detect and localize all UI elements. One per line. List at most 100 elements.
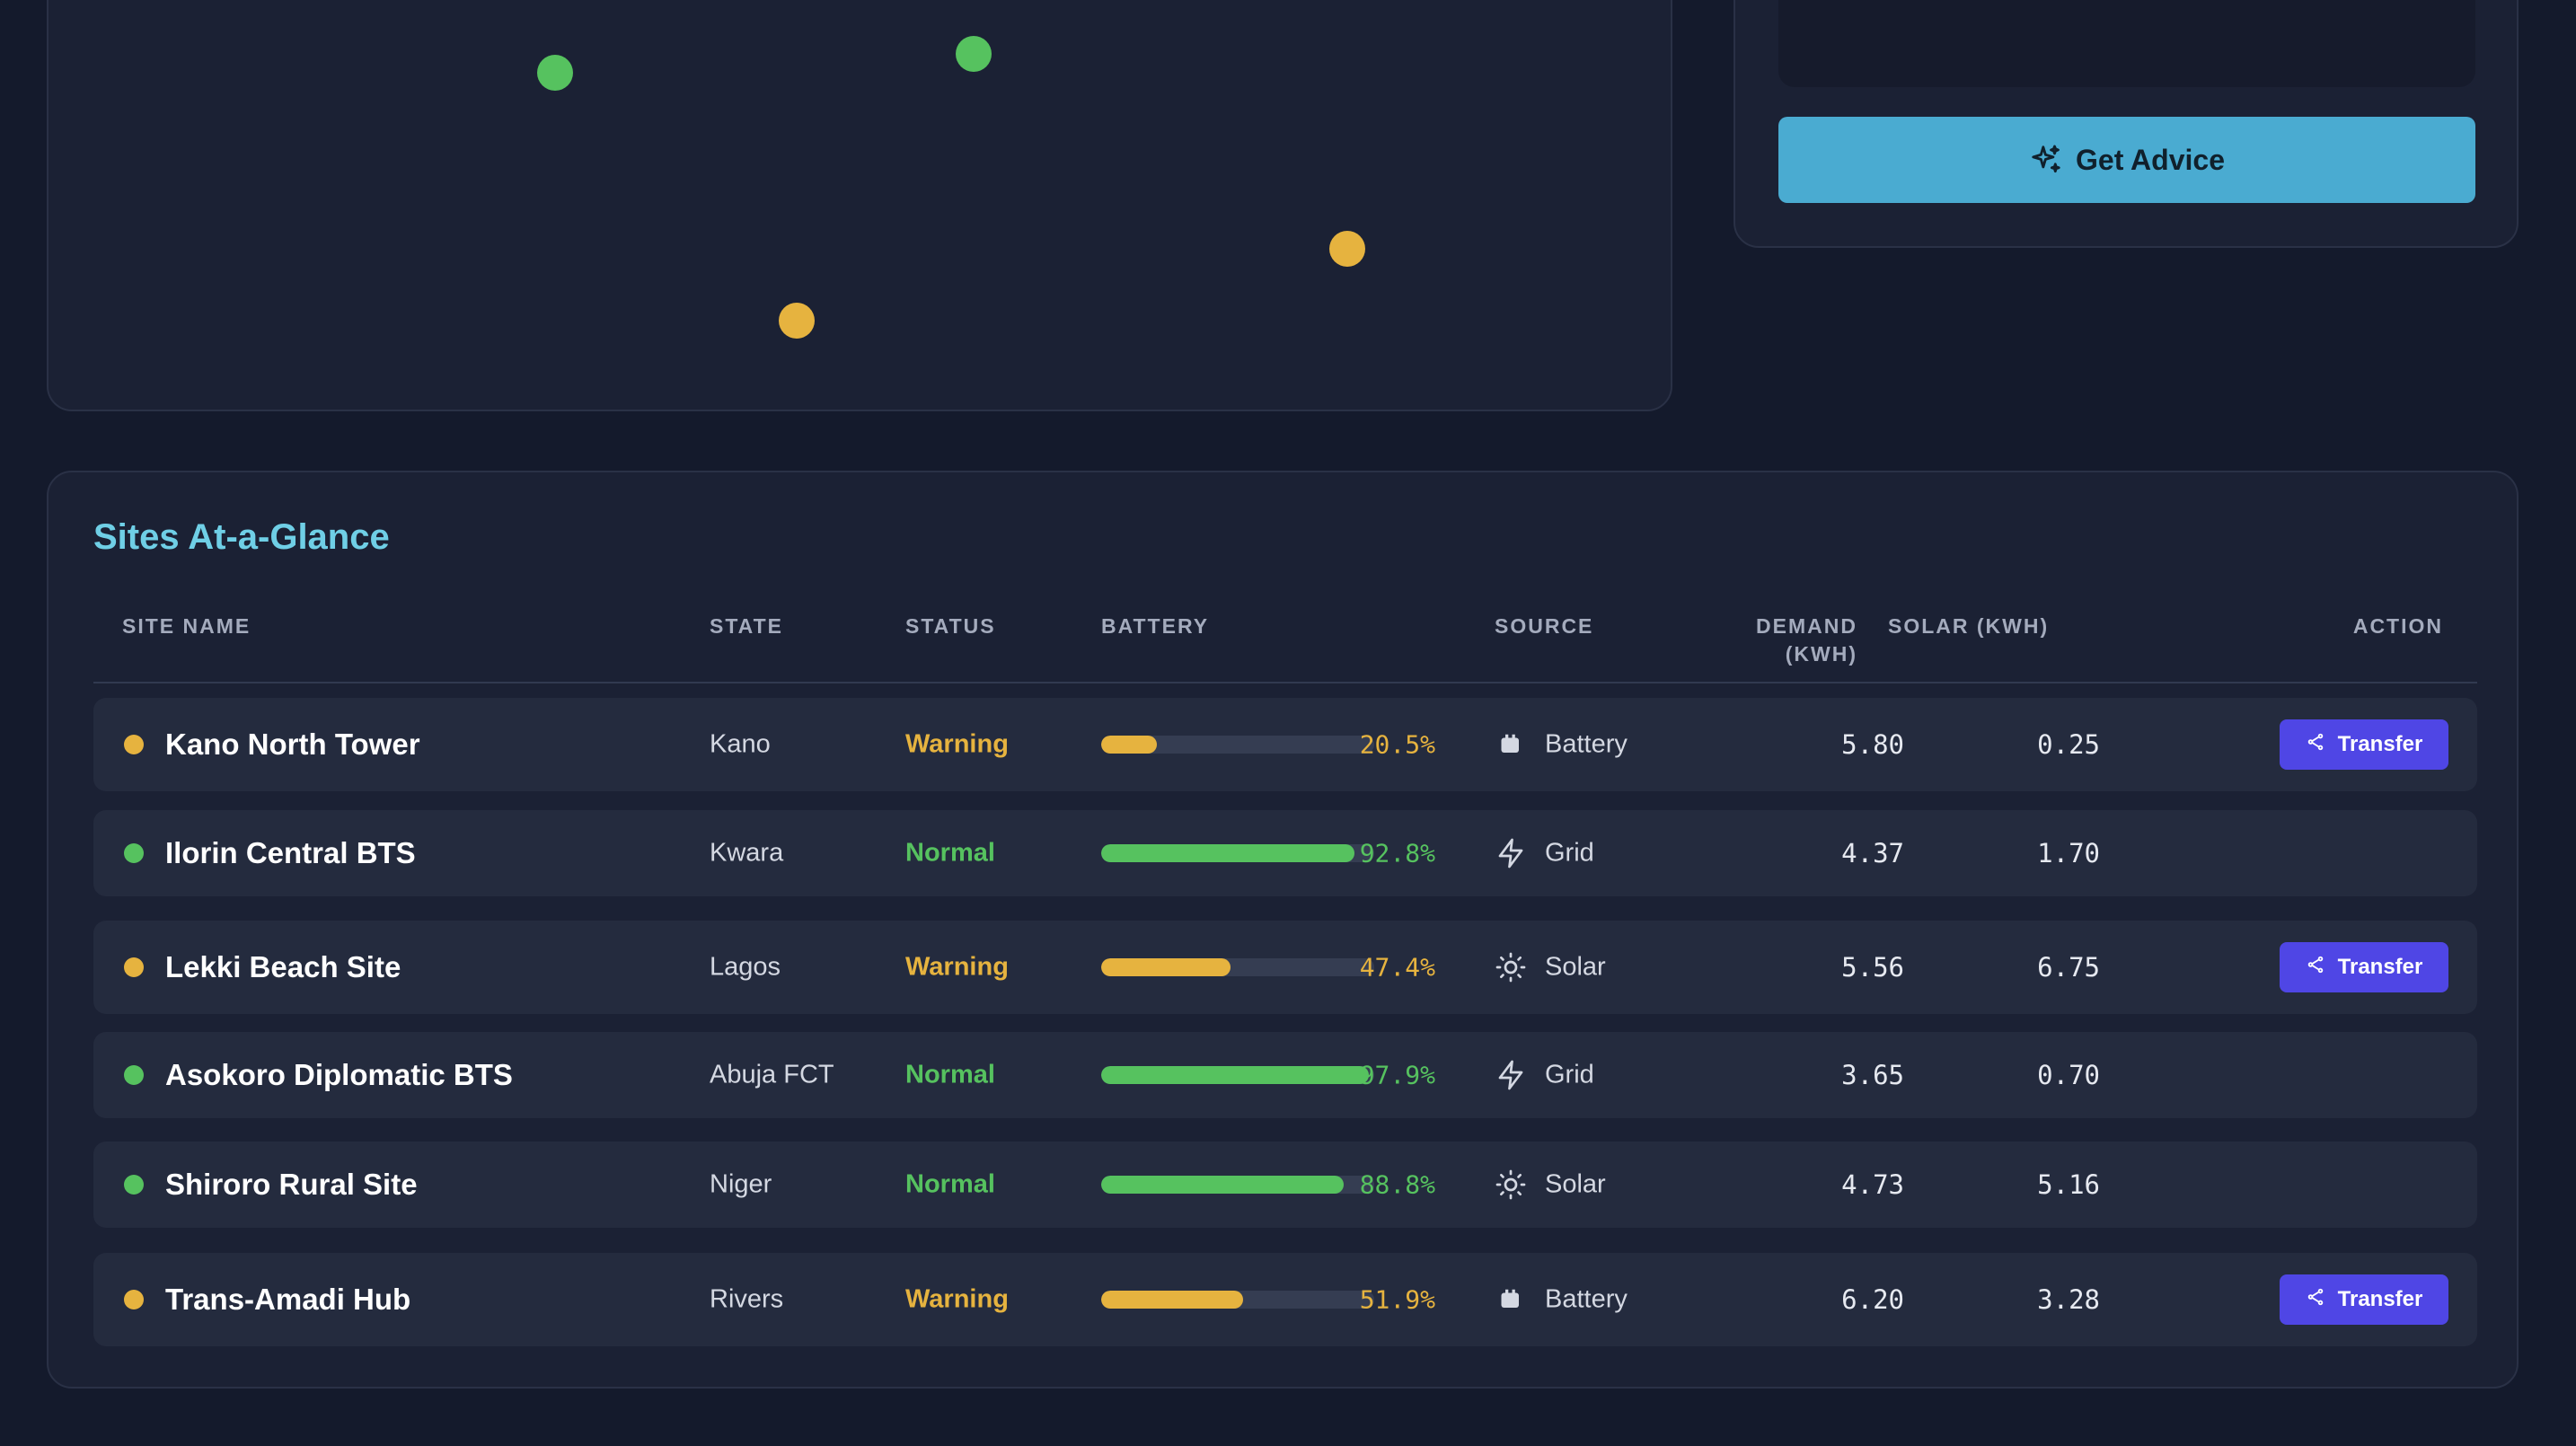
sites-title: Sites At-a-Glance: [93, 517, 390, 557]
battery-bar-fill: [1101, 1066, 1369, 1084]
advice-panel: Get Advice: [1734, 0, 2519, 248]
battery-bar-fill: [1101, 844, 1355, 862]
get-advice-label: Get Advice: [2076, 143, 2225, 176]
status-dot: [124, 1065, 144, 1085]
battery-bar: [1101, 736, 1374, 754]
demand-value: 5.56: [1841, 952, 1904, 983]
status-dot: [124, 735, 144, 754]
demand-value: 4.37: [1841, 838, 1904, 868]
battery-bar-fill: [1101, 736, 1158, 754]
solar-value: 5.16: [2037, 1169, 2100, 1200]
battery-percent: 92.8%: [1359, 838, 1435, 868]
site-state: Lagos: [710, 952, 781, 982]
column-header-site-name: SITE NAME: [122, 614, 251, 638]
status-dot: [124, 957, 144, 977]
battery-icon: [1495, 1283, 1527, 1316]
site-name: Kano North Tower: [165, 727, 420, 761]
site-status: Warning: [905, 729, 1009, 759]
map-marker-normal[interactable]: [537, 55, 573, 91]
battery-icon: [1495, 728, 1527, 761]
battery-bar-fill: [1101, 1176, 1344, 1194]
site-map-panel: [47, 0, 1672, 411]
column-header-action: ACTION: [2352, 614, 2443, 638]
column-header-status: STATUS: [905, 614, 996, 638]
status-dot: [124, 1290, 144, 1309]
transfer-button[interactable]: Transfer: [2280, 942, 2448, 992]
site-status: Warning: [905, 952, 1009, 982]
transfer-button[interactable]: Transfer: [2280, 719, 2448, 770]
transfer-label: Transfer: [2337, 955, 2423, 979]
source-label: Grid: [1545, 838, 1594, 868]
transfer-label: Transfer: [2337, 732, 2423, 756]
source-label: Battery: [1545, 1284, 1628, 1314]
share-icon: [2306, 1287, 2325, 1313]
site-state: Kano: [710, 729, 771, 759]
status-dot: [124, 1175, 144, 1195]
battery-percent: 97.9%: [1359, 1060, 1435, 1090]
battery-percent: 51.9%: [1359, 1284, 1435, 1315]
sparkles-icon: [2032, 145, 2060, 173]
table-header-divider: [93, 682, 2477, 683]
column-header-source: SOURCE: [1495, 614, 1594, 638]
table-row[interactable]: Kano North Tower Kano Warning 20.5% Battery 5…: [93, 698, 2477, 791]
table-row[interactable]: Ilorin Central BTS Kwara Normal 92.8% Grid 4.…: [93, 810, 2477, 896]
lightning-icon: [1495, 1059, 1527, 1091]
demand-value: 3.65: [1841, 1060, 1904, 1090]
table-row[interactable]: Asokoro Diplomatic BTS Abuja FCT Normal 97.…: [93, 1032, 2477, 1118]
battery-bar-fill: [1101, 958, 1231, 976]
column-header-battery: BATTERY: [1101, 614, 1210, 638]
sites-at-a-glance-panel: Sites At-a-Glance SITE NAME STATE STATUS…: [47, 471, 2519, 1389]
column-header-demand: DEMAND (KWH): [1756, 614, 1857, 666]
site-status: Normal: [905, 1169, 995, 1199]
solar-value: 6.75: [2037, 952, 2100, 983]
site-status: Normal: [905, 1060, 995, 1089]
battery-bar-fill: [1101, 1291, 1243, 1309]
map-marker-warning[interactable]: [779, 303, 815, 339]
source-label: Battery: [1545, 729, 1628, 759]
source-label: Solar: [1545, 1169, 1606, 1199]
advice-query-input[interactable]: [1778, 0, 2475, 87]
column-header-solar: SOLAR (KWH): [1888, 614, 2050, 638]
lightning-icon: [1495, 837, 1527, 869]
site-name: Asokoro Diplomatic BTS: [165, 1058, 513, 1091]
site-name: Ilorin Central BTS: [165, 836, 416, 869]
column-header-state: STATE: [710, 614, 783, 638]
sun-icon: [1495, 1168, 1527, 1201]
table-row[interactable]: Lekki Beach Site Lagos Warning 47.4% Solar 5.…: [93, 921, 2477, 1014]
site-state: Abuja FCT: [710, 1060, 834, 1089]
demand-value: 5.80: [1841, 729, 1904, 760]
site-state: Niger: [710, 1169, 772, 1199]
site-status: Warning: [905, 1284, 1009, 1314]
battery-bar: [1101, 1066, 1374, 1084]
source-label: Grid: [1545, 1060, 1594, 1089]
table-row[interactable]: Trans-Amadi Hub Rivers Warning 51.9% Battery…: [93, 1253, 2477, 1346]
site-state: Kwara: [710, 838, 784, 868]
map-marker-warning[interactable]: [1329, 231, 1365, 267]
transfer-label: Transfer: [2337, 1287, 2423, 1311]
battery-percent: 47.4%: [1359, 952, 1435, 983]
site-state: Rivers: [710, 1284, 784, 1314]
battery-bar: [1101, 844, 1374, 862]
share-icon: [2306, 732, 2325, 758]
table-row[interactable]: Shiroro Rural Site Niger Normal 88.8% Solar 4…: [93, 1142, 2477, 1228]
solar-value: 1.70: [2037, 838, 2100, 868]
demand-value: 6.20: [1841, 1284, 1904, 1315]
share-icon: [2306, 955, 2325, 981]
solar-value: 0.25: [2037, 729, 2100, 760]
status-dot: [124, 843, 144, 863]
battery-bar: [1101, 1176, 1374, 1194]
site-name: Shiroro Rural Site: [165, 1168, 418, 1201]
site-name: Trans-Amadi Hub: [165, 1283, 411, 1316]
battery-bar: [1101, 1291, 1374, 1309]
battery-percent: 20.5%: [1359, 729, 1435, 760]
map-marker-normal[interactable]: [956, 36, 992, 72]
get-advice-button[interactable]: Get Advice: [1778, 117, 2475, 203]
sun-icon: [1495, 951, 1527, 983]
transfer-button[interactable]: Transfer: [2280, 1274, 2448, 1325]
site-status: Normal: [905, 838, 995, 868]
battery-bar: [1101, 958, 1374, 976]
solar-value: 3.28: [2037, 1284, 2100, 1315]
demand-value: 4.73: [1841, 1169, 1904, 1200]
solar-value: 0.70: [2037, 1060, 2100, 1090]
source-label: Solar: [1545, 952, 1606, 982]
